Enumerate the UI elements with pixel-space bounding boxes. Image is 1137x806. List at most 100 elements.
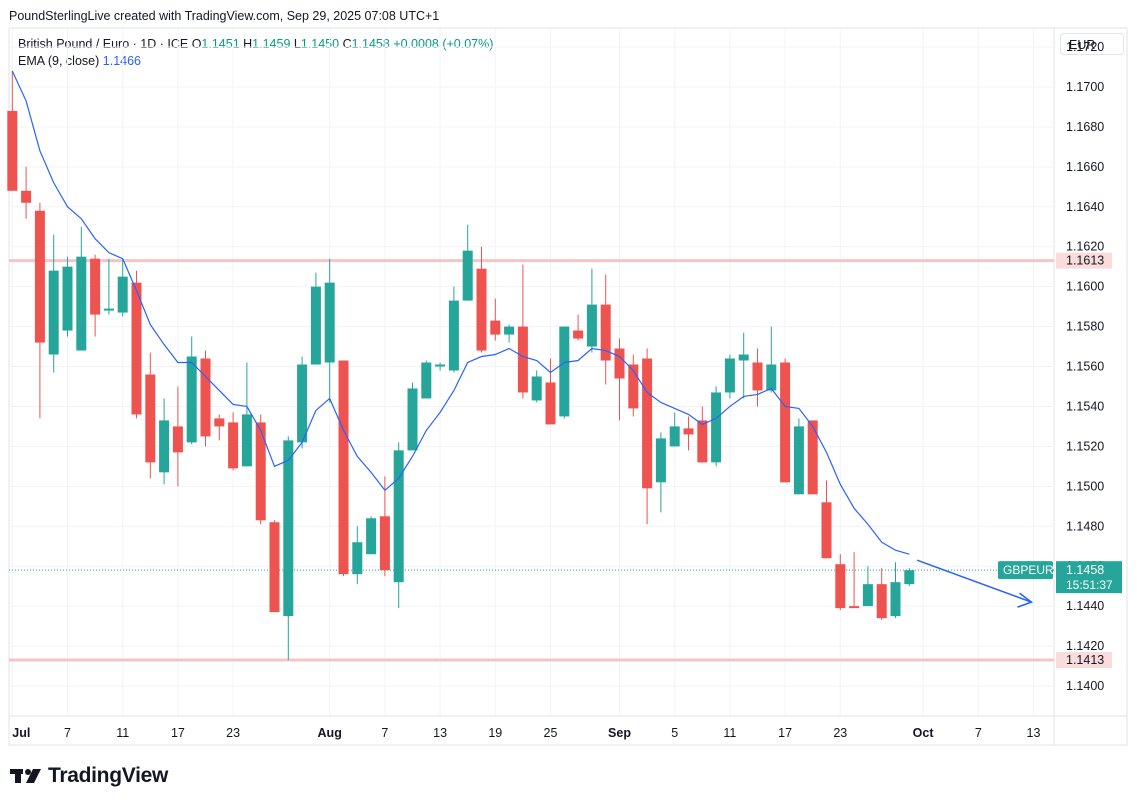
candle xyxy=(228,412,239,471)
open-label: O xyxy=(191,37,202,51)
candle-body xyxy=(517,326,528,393)
currency-selector[interactable]: EUR xyxy=(1060,33,1124,55)
candle-body xyxy=(614,348,625,379)
candle xyxy=(862,566,873,607)
candle-body xyxy=(214,418,225,427)
candle xyxy=(366,516,377,555)
candle xyxy=(159,398,170,485)
x-tick-label: 25 xyxy=(544,726,558,740)
candle xyxy=(849,552,860,609)
candle xyxy=(724,354,735,399)
ema-line xyxy=(11,70,910,555)
candle-body xyxy=(297,364,308,443)
candle xyxy=(683,416,694,451)
candle-body xyxy=(683,428,694,435)
candle xyxy=(876,568,887,621)
y-tick-label: 1.1520 xyxy=(1066,439,1104,453)
candle xyxy=(517,264,528,399)
candle xyxy=(255,414,266,525)
candle xyxy=(545,358,556,425)
candle xyxy=(476,246,487,353)
candle xyxy=(490,298,501,341)
candle xyxy=(669,412,680,447)
candle xyxy=(573,314,584,341)
candle-body xyxy=(849,606,860,609)
candle xyxy=(628,354,639,417)
candle-body xyxy=(780,362,791,483)
candle-body xyxy=(283,440,294,617)
candle xyxy=(766,326,777,393)
candle xyxy=(310,272,321,365)
candle-body xyxy=(131,282,142,415)
high-label: H xyxy=(243,37,253,51)
level-label: 1.1613 xyxy=(1066,254,1104,268)
candle-body xyxy=(890,582,901,617)
candle-body xyxy=(876,584,887,619)
ema-label: EMA (9, close) xyxy=(18,54,100,68)
level-label: 1.1413 xyxy=(1066,653,1104,667)
candle-body xyxy=(711,392,722,463)
candle xyxy=(752,348,763,407)
candle-body xyxy=(338,360,349,575)
projection-arrow-head xyxy=(1017,592,1034,608)
candle-body xyxy=(421,362,432,399)
candle xyxy=(297,356,308,449)
candle-body xyxy=(628,364,639,409)
candle-body xyxy=(435,364,446,367)
candle-body xyxy=(904,570,915,585)
candle-body xyxy=(490,320,501,335)
chart-credit: PoundSterlingLive created with TradingVi… xyxy=(9,9,440,23)
x-tick-label: 17 xyxy=(171,726,185,740)
candle-body xyxy=(90,258,101,315)
ema-value: 1.1466 xyxy=(102,54,141,68)
candle xyxy=(407,382,418,451)
candle-body xyxy=(62,266,73,331)
candle-body xyxy=(200,358,211,437)
level-label-bg xyxy=(1056,252,1112,269)
candle-body xyxy=(145,374,156,463)
candle xyxy=(283,436,294,661)
y-tick-label: 1.1680 xyxy=(1066,120,1104,134)
x-tick-label: Jul xyxy=(12,726,30,740)
candle-body xyxy=(76,256,87,351)
candle xyxy=(90,254,101,337)
candle-body xyxy=(117,276,128,313)
candle xyxy=(200,350,211,447)
candle xyxy=(324,258,335,403)
tradingview-logo[interactable]: TradingView xyxy=(10,764,168,788)
candle-body xyxy=(766,364,777,391)
y-tick-label: 1.1720 xyxy=(1066,40,1104,54)
candle-body xyxy=(655,438,666,483)
candle-body xyxy=(793,426,804,495)
candle xyxy=(711,386,722,467)
candle-body xyxy=(310,286,321,365)
candle-body xyxy=(835,564,846,609)
candle xyxy=(62,256,73,337)
candle xyxy=(642,348,653,525)
candle-body xyxy=(531,376,542,401)
candle-body xyxy=(738,354,749,361)
candle xyxy=(21,166,32,219)
candle-body xyxy=(669,426,680,447)
candle-body xyxy=(352,542,363,575)
y-tick-label: 1.1700 xyxy=(1066,80,1104,94)
candle xyxy=(76,226,87,351)
candle xyxy=(435,362,446,371)
x-tick-label: Sep xyxy=(608,726,631,740)
candle xyxy=(531,370,542,403)
candle xyxy=(269,520,280,613)
candle xyxy=(504,324,515,343)
candle xyxy=(600,274,611,385)
y-tick-label: 1.1580 xyxy=(1066,320,1104,334)
price-tag-bg xyxy=(1056,561,1122,594)
candle-body xyxy=(393,450,404,583)
candle-body xyxy=(7,110,18,191)
low-label: L xyxy=(293,37,301,51)
candle xyxy=(131,270,142,419)
x-tick-label: 7 xyxy=(975,726,982,740)
level-label-bg xyxy=(1056,652,1112,669)
countdown-tag: 15:51:37 xyxy=(1066,578,1113,592)
projection-arrow-line xyxy=(916,559,1032,603)
y-tick-label: 1.1560 xyxy=(1066,360,1104,374)
